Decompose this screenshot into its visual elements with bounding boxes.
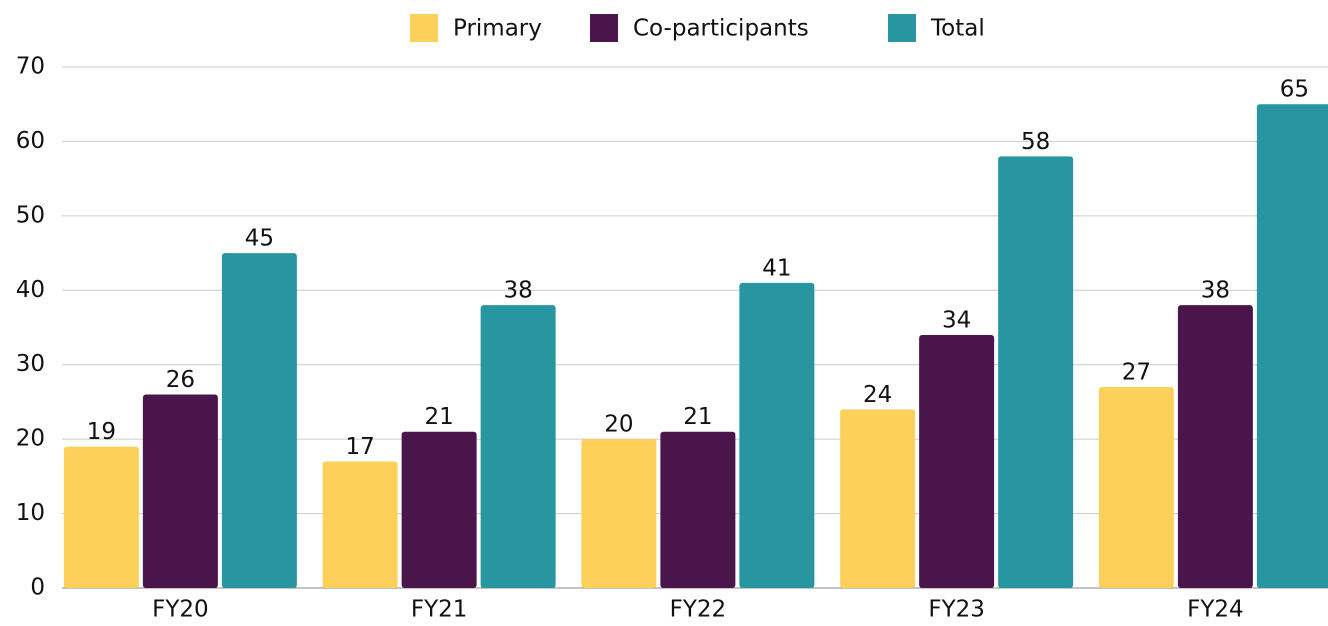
data-label: 34 <box>942 307 971 333</box>
data-label: 17 <box>345 434 374 460</box>
bar <box>840 409 916 588</box>
y-tick-label: 70 <box>16 54 45 80</box>
data-label: 41 <box>762 255 791 281</box>
data-label: 24 <box>863 382 892 408</box>
x-tick-label: FY21 <box>411 597 468 623</box>
y-tick-label: 50 <box>16 202 45 228</box>
bar <box>998 156 1074 589</box>
data-label: 26 <box>166 367 195 393</box>
data-label: 19 <box>87 419 116 445</box>
x-tick-label: FY20 <box>152 597 209 623</box>
data-label: 21 <box>683 404 712 430</box>
bar <box>1177 305 1253 588</box>
data-label: 27 <box>1122 360 1151 386</box>
legend-label: Primary <box>453 16 542 42</box>
bar <box>401 431 477 588</box>
data-label: 21 <box>424 404 453 430</box>
data-label: 45 <box>245 226 274 252</box>
data-label: 38 <box>503 278 532 304</box>
bar <box>739 282 815 588</box>
y-tick-label: 20 <box>16 426 45 452</box>
legend-label: Total <box>930 16 985 42</box>
data-label: 20 <box>604 412 633 438</box>
bar <box>322 461 398 588</box>
bar <box>1256 104 1328 588</box>
y-tick-label: 10 <box>16 500 45 526</box>
x-tick-label: FY23 <box>928 597 985 623</box>
legend-swatch <box>410 14 438 42</box>
bar <box>1098 387 1174 588</box>
bar <box>919 334 995 588</box>
y-tick-label: 60 <box>16 128 45 154</box>
data-label: 58 <box>1021 129 1050 155</box>
bar <box>660 431 736 588</box>
x-tick-label: FY24 <box>1187 597 1244 623</box>
legend-label: Co-participants <box>633 16 809 42</box>
y-tick-label: 40 <box>16 277 45 303</box>
y-tick-label: 0 <box>30 575 45 601</box>
bar <box>63 446 139 588</box>
bar <box>142 394 218 588</box>
data-label: 38 <box>1201 278 1230 304</box>
bar <box>581 439 657 588</box>
data-label: 65 <box>1280 77 1309 103</box>
legend-swatch <box>590 14 618 42</box>
x-tick-label: FY22 <box>670 597 727 623</box>
bar <box>480 305 556 588</box>
bar <box>221 253 297 589</box>
y-tick-label: 30 <box>16 351 45 377</box>
legend-swatch <box>888 14 916 42</box>
